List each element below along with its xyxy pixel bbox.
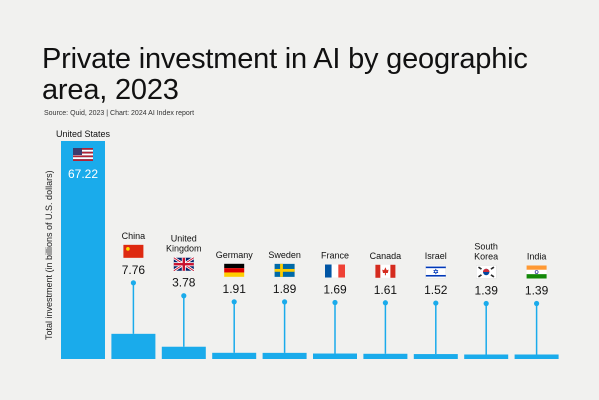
value-label: 1.61 <box>374 283 398 297</box>
value-label: 67.22 <box>68 167 98 181</box>
category-label: India <box>527 251 547 261</box>
stem-dot <box>231 299 237 305</box>
category-label: South Korea <box>474 241 498 261</box>
uk-flag-icon <box>173 256 195 272</box>
bar-germany <box>212 352 257 359</box>
stem-dot <box>181 293 187 299</box>
value-label: 1.89 <box>273 282 297 296</box>
stem-dot <box>130 280 136 286</box>
value-label: 3.78 <box>172 276 196 290</box>
germany-flag-icon <box>224 263 245 277</box>
india-flag-icon <box>526 265 547 279</box>
value-label: 1.91 <box>223 282 247 296</box>
france-flag-icon <box>325 264 345 278</box>
stem-dot <box>282 299 288 305</box>
chart-source: Source: Quid, 2023 | Chart: 2024 AI Inde… <box>44 110 195 117</box>
bar-united-kingdom <box>161 346 206 359</box>
israel-flag-icon <box>425 264 446 279</box>
bar-canada <box>363 353 408 359</box>
category-label: Sweden <box>268 250 301 260</box>
sweden-flag-icon <box>274 263 295 277</box>
category-label: United States <box>56 129 111 139</box>
bar-sweden <box>262 352 307 359</box>
bar-china <box>111 333 156 359</box>
stem-dot <box>433 300 439 306</box>
china-flag-icon <box>123 244 144 258</box>
value-label: 1.39 <box>475 283 499 297</box>
stem-dot <box>382 300 388 306</box>
stem-dot <box>483 300 489 307</box>
value-label: 1.52 <box>424 283 448 297</box>
bar-south-korea <box>464 354 509 359</box>
category-label: France <box>321 251 349 261</box>
south-korea-flag-icon <box>476 265 497 279</box>
stem-dot <box>534 300 540 307</box>
category-label: China <box>122 231 146 241</box>
bar-israel <box>413 354 458 359</box>
category-label: Israel <box>425 251 447 261</box>
category-label: United Kingdom <box>166 234 202 254</box>
bar-india <box>514 354 559 359</box>
category-label: Canada <box>370 251 402 261</box>
chart-title: Private investment in AI by geographic a… <box>42 43 528 106</box>
category-label: Germany <box>216 250 254 260</box>
bar-france <box>313 353 357 359</box>
bar-united-states <box>61 141 105 359</box>
value-label: 1.39 <box>525 283 549 297</box>
canada-flag-icon <box>375 264 396 278</box>
us-flag-icon <box>73 148 93 161</box>
value-label: 7.76 <box>122 263 146 277</box>
value-label: 1.69 <box>323 283 347 297</box>
stem-dot <box>332 299 338 306</box>
